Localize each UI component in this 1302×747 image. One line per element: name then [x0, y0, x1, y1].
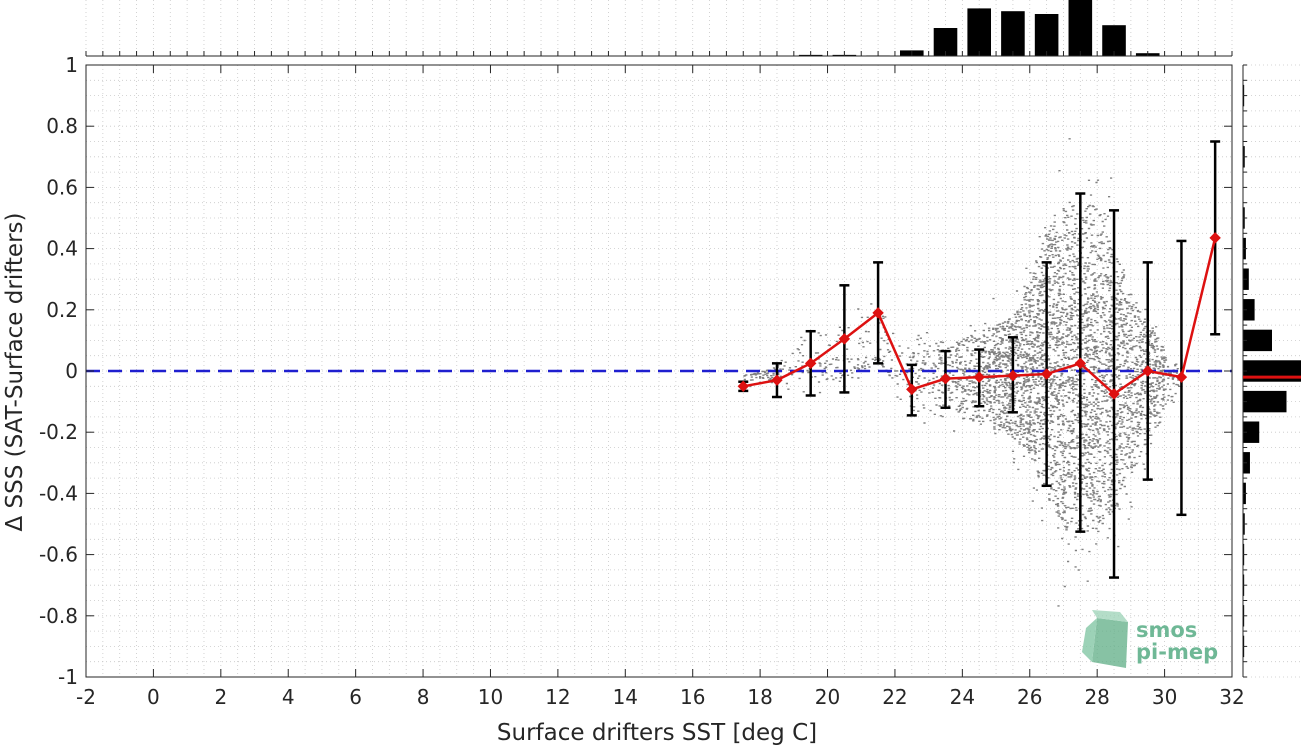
top-histogram	[85, 0, 1233, 57]
mean-marker	[1108, 388, 1120, 400]
top-histogram-bar	[933, 28, 958, 56]
y-tick-label: -0.8	[39, 604, 78, 628]
logo-cube-icon	[1082, 610, 1128, 668]
mean-marker	[1040, 368, 1053, 380]
x-tick-label: 18	[747, 685, 772, 709]
mean-marker	[939, 372, 952, 385]
mean-marker	[1007, 369, 1019, 382]
y-tick-label: -0.4	[39, 481, 78, 505]
smos-pi-mep-logo: smos pi-mep	[1082, 610, 1218, 668]
scatter-points	[743, 138, 1184, 607]
x-tick-label: 2	[214, 685, 227, 709]
x-tick-label: 20	[815, 685, 840, 709]
mean-marker	[737, 380, 749, 393]
right-histogram-bar	[1243, 299, 1255, 321]
y-axis-title: Δ SSS (SAT-Surface drifters)	[2, 213, 28, 532]
y-tick-label: 0.8	[46, 114, 78, 138]
logo-text-smos: smos	[1136, 618, 1197, 642]
x-tick-label: -2	[76, 685, 96, 709]
top-histogram-bar	[1034, 14, 1059, 56]
mean-marker	[973, 371, 985, 383]
x-tick-label: 24	[950, 685, 975, 709]
y-tick-label: 0.2	[46, 298, 78, 322]
x-axis-title: Surface drifters SST [deg C]	[497, 720, 817, 746]
y-tick-label: -0.6	[39, 543, 78, 567]
right-histogram-bar	[1243, 329, 1272, 352]
mean-marker	[906, 383, 918, 396]
x-tick-label: 28	[1084, 685, 1109, 709]
top-histogram-bar	[1102, 25, 1126, 56]
y-tick-label: 0.6	[46, 175, 78, 199]
x-tick-label: 16	[680, 685, 705, 709]
y-tick-label: 1	[65, 53, 78, 77]
main-plot: -2 0 2 4 6 8 10 12 14 16 18 20 22 24 26 28 30 32 -1-0.8-0…	[39, 53, 1245, 709]
x-tick-label: 6	[349, 685, 362, 709]
right-histogram-bar	[1243, 390, 1287, 413]
x-tick-label: 30	[1152, 685, 1177, 709]
mean-marker	[838, 333, 851, 345]
x-tick-label: 0	[147, 685, 160, 709]
mean-marker	[1209, 232, 1221, 244]
binned-mean-markers	[737, 232, 1221, 400]
x-tick-label: 32	[1219, 685, 1244, 709]
mean-marker	[1074, 357, 1087, 370]
y-tick-label: 0	[65, 359, 78, 383]
y-axis-ticks	[86, 64, 1232, 678]
mean-marker	[1142, 365, 1154, 377]
x-tick-label: 12	[545, 685, 570, 709]
top-histogram-bar	[967, 8, 992, 56]
y-tick-label: -1	[58, 665, 78, 689]
y-tick-label: 0.4	[46, 237, 78, 261]
x-tick-label: 8	[417, 685, 430, 709]
x-tick-label: 26	[1017, 685, 1042, 709]
right-histogram	[1242, 64, 1301, 678]
top-histogram-bar	[1001, 11, 1025, 56]
mean-marker	[1175, 371, 1188, 383]
mean-marker	[804, 357, 817, 370]
x-axis-tick-labels: -2 0 2 4 6 8 10 12 14 16 18 20 22 24 26 28 30 32	[76, 685, 1245, 709]
top-histogram-bar	[1068, 0, 1093, 56]
y-axis-tick-labels: -1 -0.8 -0.6 -0.4 -0.2 0 0.2 0.4 0.6 0.8 1	[39, 53, 78, 689]
x-tick-label: 4	[282, 685, 295, 709]
y-tick-label: -0.2	[39, 420, 78, 444]
x-tick-label: 22	[882, 685, 907, 709]
scatter-cloud	[743, 138, 1184, 607]
mean-marker	[771, 374, 783, 386]
x-axis-ticks	[85, 65, 1233, 677]
mean-marker	[872, 307, 884, 319]
logo-text-pi-mep: pi-mep	[1136, 640, 1218, 664]
x-tick-label: 14	[613, 685, 638, 709]
right-histogram-bar	[1243, 421, 1260, 443]
x-tick-label: 10	[478, 685, 503, 709]
